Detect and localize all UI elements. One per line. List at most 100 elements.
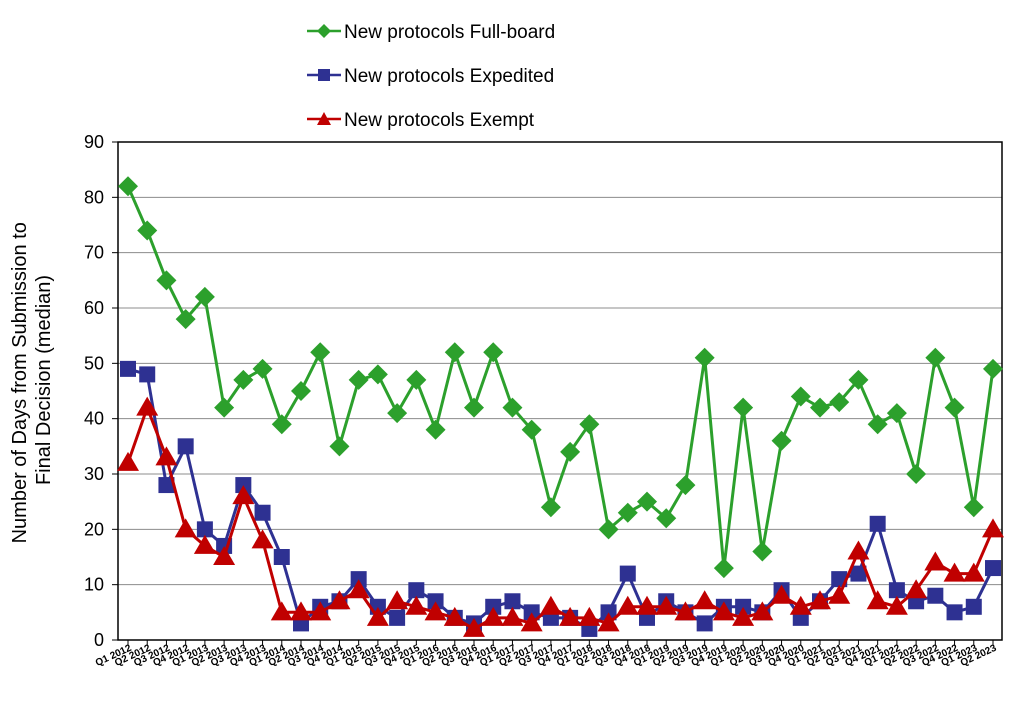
point-0-39 [867,414,888,435]
point-0-43 [944,397,965,418]
point-1-7 [254,504,271,521]
point-0-30 [694,347,715,368]
point-1-43 [946,604,963,621]
point-0-7 [252,358,273,379]
point-1-39 [869,515,886,532]
point-0-14 [387,403,408,424]
point-2-21 [520,612,543,632]
point-0-1 [137,220,158,241]
point-2-24 [578,606,601,626]
y-tick-label-0: 0 [94,630,104,650]
point-2-14 [386,590,409,610]
point-1-2 [158,477,175,494]
point-2-38 [847,540,870,560]
point-0-26 [617,502,638,523]
point-0-40 [886,403,907,424]
point-0-10 [310,342,331,363]
point-0-13 [367,364,388,385]
point-0-9 [291,381,311,401]
point-0-24 [579,414,600,435]
point-2-39 [866,590,889,610]
point-2-11 [328,590,351,610]
point-0-36 [810,397,830,418]
point-2-31 [712,601,735,621]
point-0-35 [790,386,811,407]
point-2-33 [751,601,774,621]
plot-area-border [117,141,1003,641]
series-line-0 [126,185,995,570]
point-2-9 [290,601,312,621]
point-0-37 [829,392,850,413]
point-2-30 [693,590,716,610]
legend-label-expedited: New protocols Expedited [344,66,554,87]
point-2-10 [309,601,332,621]
point-2-6 [232,485,255,505]
point-2-8 [270,601,293,621]
point-0-18 [464,397,484,418]
point-2-7 [251,529,274,549]
point-2-41 [905,579,928,599]
point-2-20 [501,606,524,626]
legend-marker-full-board [317,24,331,38]
point-0-32 [733,397,754,418]
point-0-2 [156,270,177,291]
point-2-43 [943,562,966,582]
point-2-23 [559,606,582,626]
point-1-32 [735,598,752,615]
series-line-2 [126,406,995,631]
point-2-27 [636,595,658,615]
point-2-40 [885,595,908,615]
point-1-42 [927,587,944,604]
y-tick-label-70: 70 [84,243,104,263]
point-0-27 [637,491,657,512]
legend-marker-expedited [318,69,330,81]
point-2-28 [655,595,678,615]
legend-entry-expedited: New protocols Expedited [307,66,554,87]
point-0-22 [540,497,561,518]
point-0-16 [425,419,446,440]
point-0-12 [348,369,369,390]
point-2-12 [347,579,370,599]
point-0-33 [752,541,773,562]
point-2-17 [443,606,466,626]
point-2-15 [405,595,428,615]
point-1-20 [504,593,521,610]
point-1-45 [985,560,1001,577]
point-0-15 [406,369,427,390]
point-2-32 [732,606,755,626]
point-1-1 [139,366,156,383]
series-2 [117,396,1004,637]
point-1-15 [408,582,425,599]
point-2-44 [962,562,985,582]
point-0-25 [598,519,619,540]
point-2-26 [616,595,639,615]
y-tick-label-60: 60 [84,298,104,318]
point-0-38 [848,369,869,390]
point-2-35 [789,595,812,615]
point-2-42 [924,551,947,571]
point-0-44 [963,497,984,518]
point-2-0 [117,451,139,471]
point-1-8 [273,549,290,565]
point-2-2 [155,446,178,466]
y-tick-label-50: 50 [84,353,104,373]
point-2-19 [482,606,505,626]
series-0 [118,176,1003,579]
point-1-0 [120,360,136,377]
point-1-40 [888,582,905,599]
legend-label-exempt: New protocols Exempt [344,110,535,131]
point-0-34 [771,430,792,451]
legend-marker-exempt [317,112,331,125]
point-2-34 [770,584,793,604]
point-2-45 [982,518,1004,538]
point-2-3 [174,518,197,538]
y-axis-label-line-1: Number of Days from Submission to [9,222,31,543]
y-tick-label-40: 40 [84,409,104,429]
point-2-36 [809,590,831,610]
point-0-28 [656,508,677,529]
point-1-44 [965,598,982,615]
point-2-18 [463,617,485,637]
point-0-4 [194,286,215,307]
point-0-29 [675,475,696,496]
